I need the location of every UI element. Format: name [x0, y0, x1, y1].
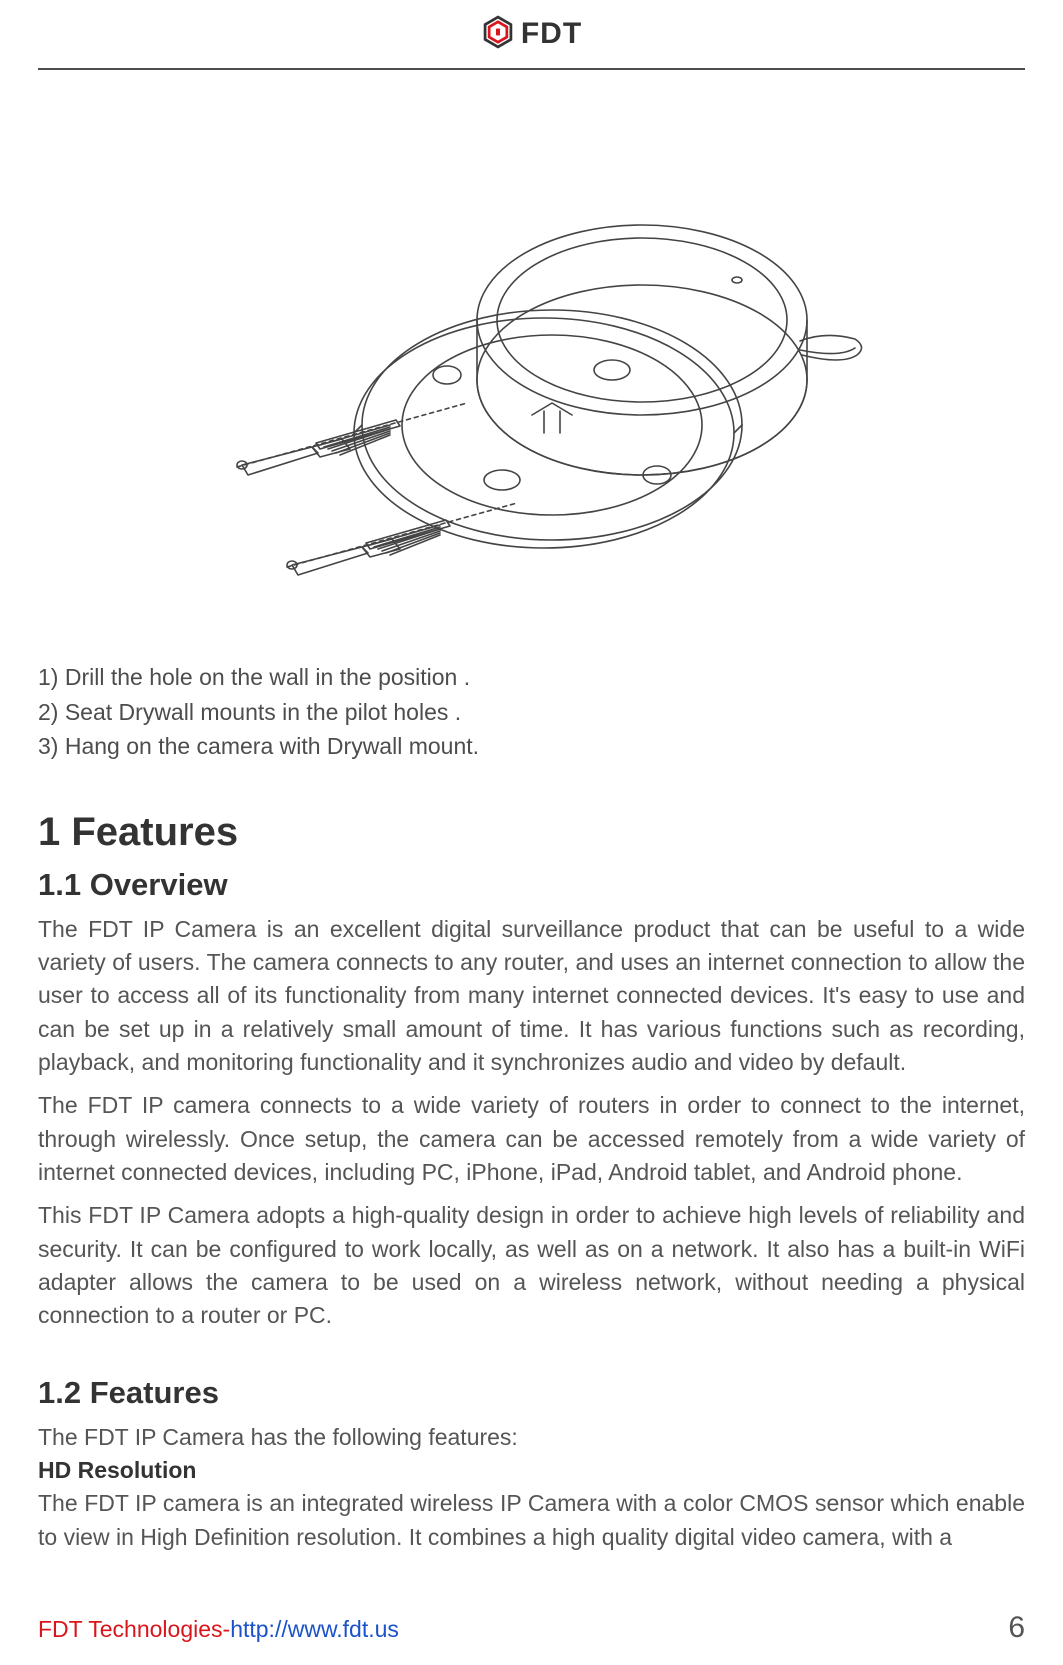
footer-url: http://www.fdt.us [230, 1616, 399, 1642]
features-intro: The FDT IP Camera has the following feat… [38, 1421, 1025, 1454]
page-header: FDT [38, 0, 1025, 70]
overview-p3: This FDT IP Camera adopts a high-quality… [38, 1199, 1025, 1332]
overview-p2: The FDT IP camera connects to a wide var… [38, 1089, 1025, 1189]
heading-features-list: 1.2 Features [38, 1375, 1025, 1411]
step-2: 2) Seat Drywall mounts in the pilot hole… [38, 695, 1025, 730]
brand-text: FDT [521, 17, 582, 51]
feature-hd: HD Resolution The FDT IP camera is an in… [38, 1454, 1025, 1554]
overview-p1: The FDT IP Camera is an excellent digita… [38, 913, 1025, 1080]
brand-logo: FDT [481, 15, 582, 54]
install-steps: 1) Drill the hole on the wall in the pos… [38, 660, 1025, 764]
document-page: FDT [0, 0, 1063, 1665]
heading-overview: 1.1 Overview [38, 867, 1025, 903]
heading-features: 1 Features [38, 810, 1025, 855]
mounting-diagram [38, 110, 1025, 640]
step-3: 3) Hang on the camera with Drywall mount… [38, 729, 1025, 764]
feature-hd-title: HD Resolution [38, 1457, 196, 1483]
feature-hd-body: The FDT IP camera is an integrated wirel… [38, 1490, 1025, 1549]
footer-attribution: FDT Technologies-http://www.fdt.us [38, 1616, 399, 1643]
step-1: 1) Drill the hole on the wall in the pos… [38, 660, 1025, 695]
page-number: 6 [1008, 1611, 1025, 1645]
page-footer: FDT Technologies-http://www.fdt.us 6 [38, 1611, 1025, 1645]
logo-icon [481, 15, 515, 54]
footer-company: FDT Technologies- [38, 1616, 230, 1642]
